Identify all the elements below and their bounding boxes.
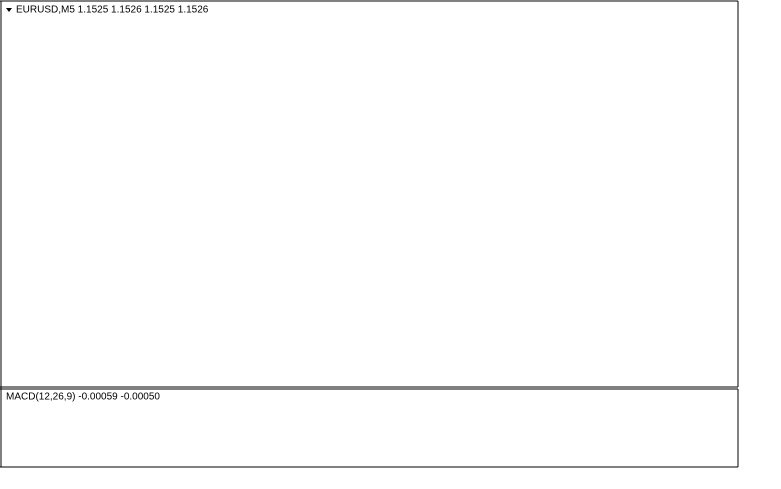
macd-title: MACD(12,26,9) -0.00059 -0.00050 bbox=[6, 392, 160, 403]
menu-arrow[interactable] bbox=[6, 8, 12, 12]
chart-title: EURUSD,M5 1.1525 1.1526 1.1525 1.1526 bbox=[16, 5, 209, 16]
